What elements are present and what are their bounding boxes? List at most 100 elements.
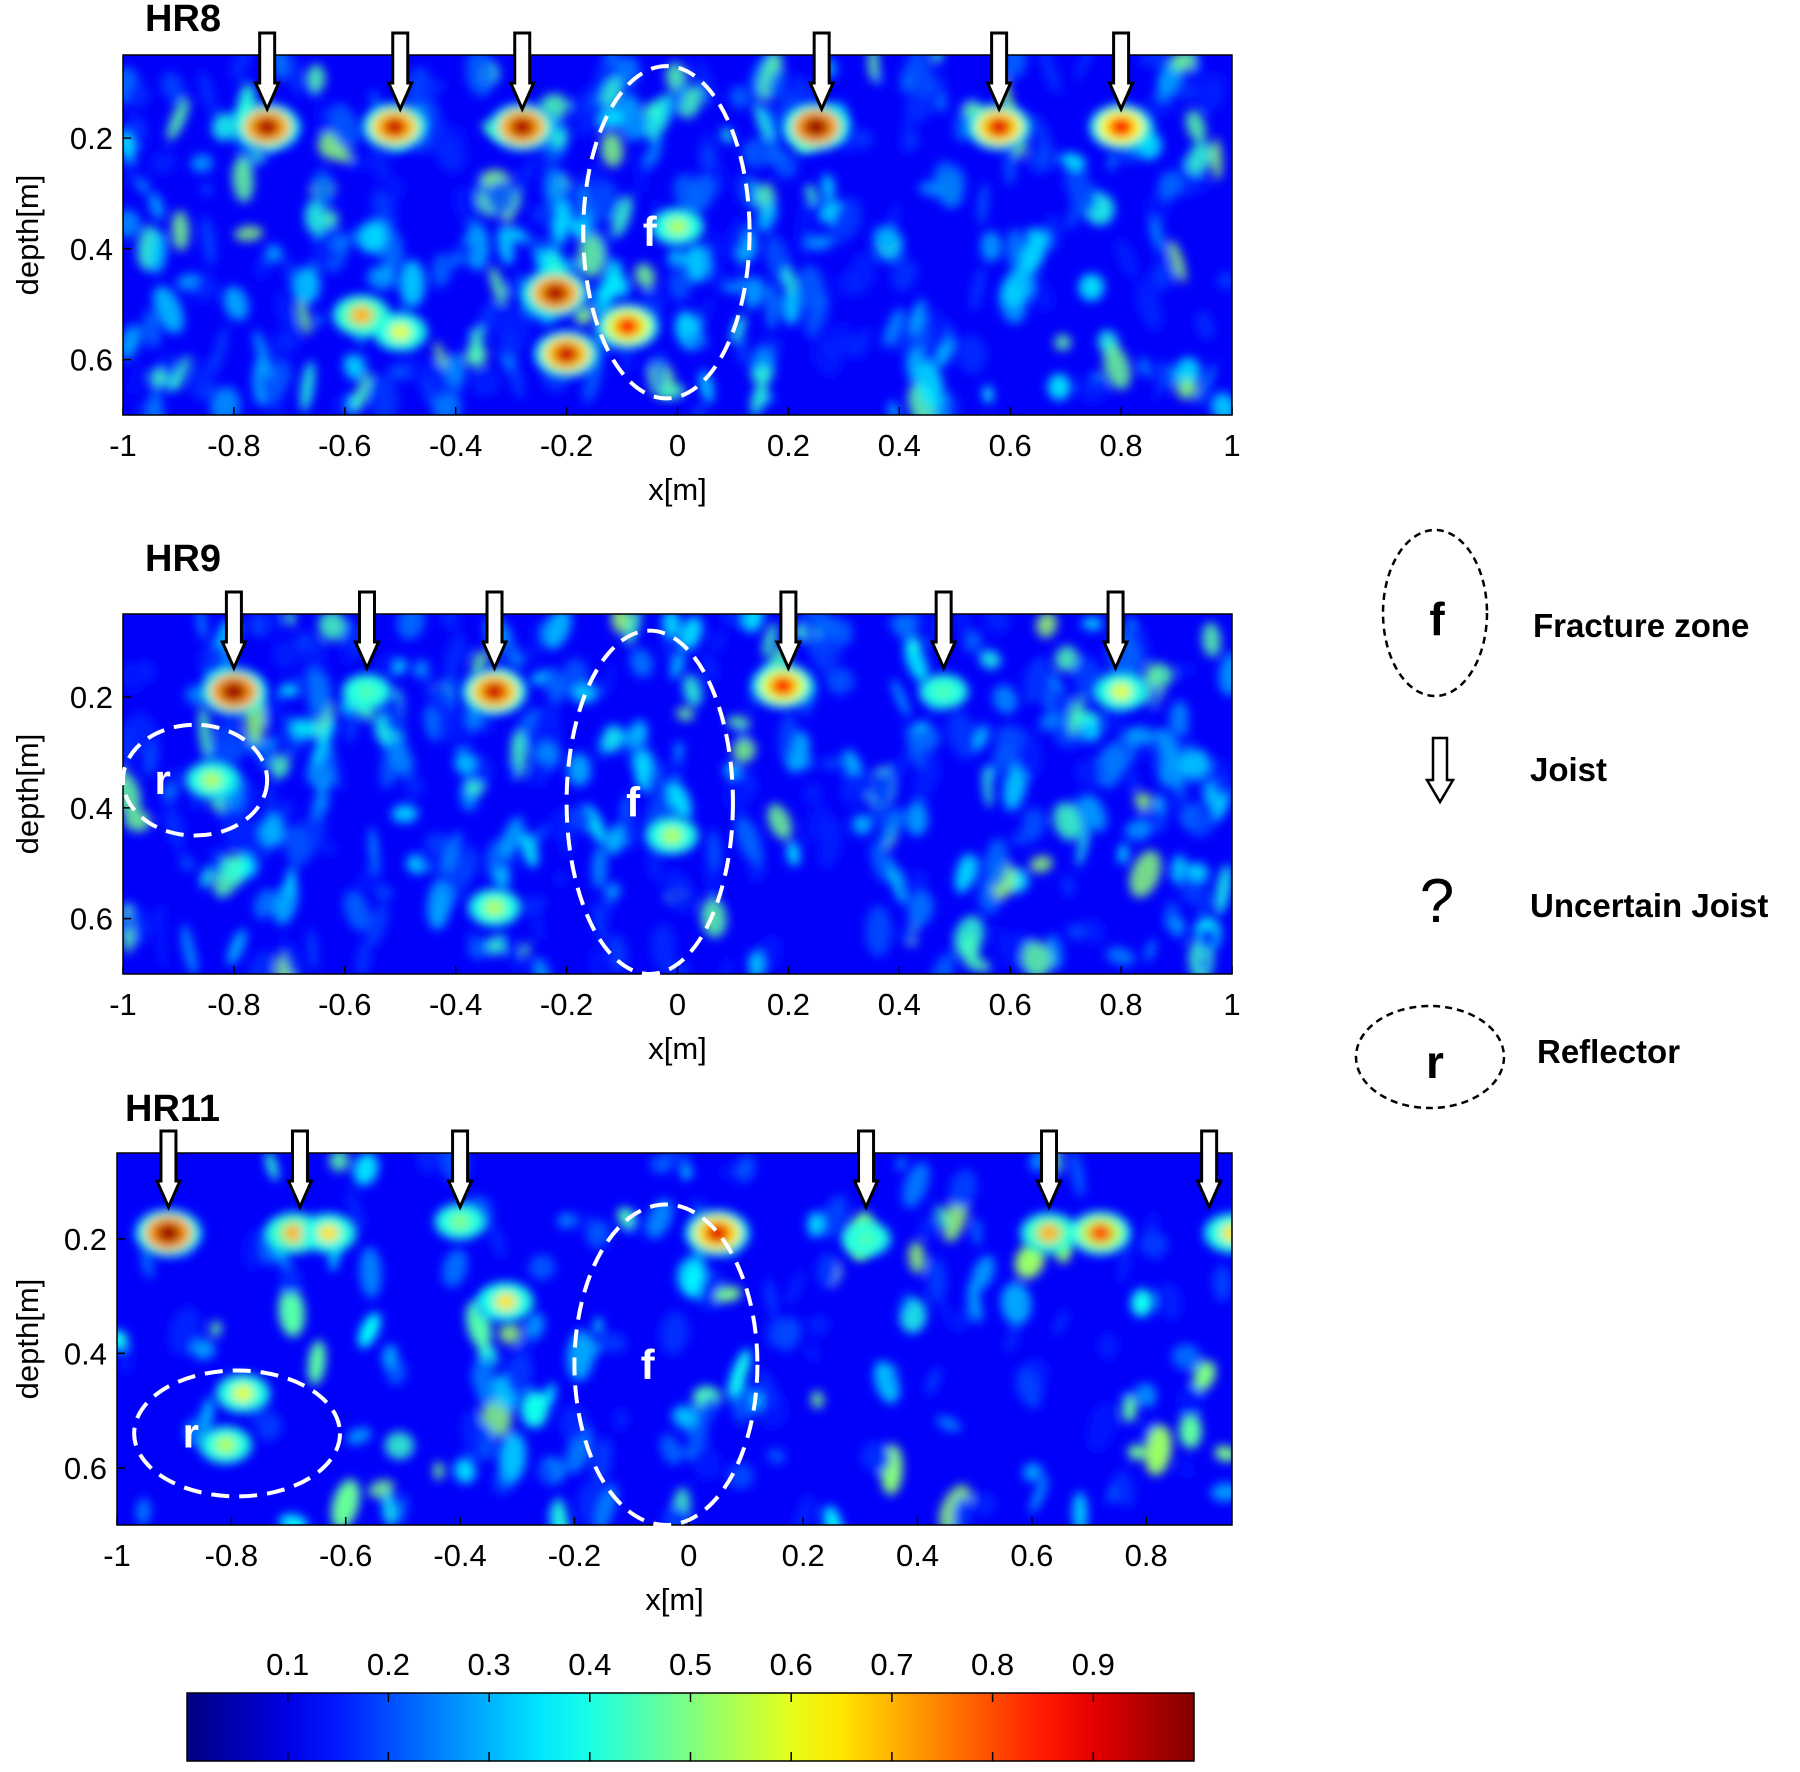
legend-label-joist: Joist: [1530, 751, 1608, 788]
heatmap-texture-blob: [707, 829, 722, 870]
heatmap-texture-blob: [136, 1498, 151, 1525]
heatmap-texture-blob: [1082, 917, 1104, 946]
heatmap-texture-blob: [480, 1353, 494, 1388]
heatmap-texture-blob: [971, 1255, 995, 1291]
heatmap-texture-blob: [660, 1311, 689, 1356]
heatmap-texture-blob: [645, 94, 672, 141]
y-tick-label: 0.6: [70, 343, 113, 378]
heatmap-texture-blob: [1218, 652, 1232, 696]
heatmap-texture-blob: [582, 357, 603, 404]
heatmap-texture-blob: [563, 186, 585, 224]
heatmap-texture-blob: [910, 60, 936, 98]
heatmap-texture-blob: [1185, 808, 1215, 838]
heatmap-texture-blob: [574, 306, 592, 325]
heatmap-texture-blob: [532, 957, 551, 974]
heatmap-texture-blob: [243, 1227, 267, 1271]
heatmap-texture-blob: [234, 226, 264, 241]
heatmap-texture-blob: [272, 638, 300, 670]
heatmap-texture-blob: [851, 129, 874, 150]
heatmap-texture-blob: [1173, 931, 1187, 944]
heatmap-texture-blob: [369, 826, 379, 873]
heatmap-texture-blob: [123, 130, 135, 162]
heatmap-texture-blob: [1078, 273, 1105, 301]
heatmap-texture-blob: [559, 1405, 589, 1442]
heatmap-texture-blob: [412, 660, 429, 679]
heatmap-texture-blob: [1124, 820, 1152, 841]
legend-label-uncertain-joist: Uncertain Joist: [1530, 887, 1769, 924]
hotspot-core: [220, 680, 247, 703]
legend: f? r: [1354, 528, 1506, 1110]
heatmap-texture-blob: [382, 1491, 397, 1525]
heatmap-texture-blob: [170, 354, 191, 393]
heatmap-texture-blob: [353, 1153, 379, 1186]
heatmap-texture-blob: [462, 646, 473, 659]
heatmap-texture-blob: [724, 214, 749, 260]
heatmap-texture-blob: [953, 1308, 970, 1333]
heatmap-texture-blob: [1180, 748, 1211, 778]
y-tick-label: 0.4: [64, 1336, 107, 1371]
heatmap-texture-blob: [1025, 227, 1050, 247]
heatmap-texture-blob: [198, 706, 211, 757]
heatmap-texture-blob: [291, 718, 319, 740]
heatmap-texture-blob: [891, 678, 910, 718]
heatmap-texture-blob: [399, 260, 426, 308]
heatmap-texture-blob: [736, 1155, 755, 1183]
heatmap-texture-blob: [807, 1211, 824, 1238]
legend-label-reflector: Reflector: [1537, 1033, 1681, 1070]
y-tick-label: 0.6: [70, 902, 113, 937]
heatmap-texture-blob: [547, 808, 577, 841]
heatmap-texture-blob: [139, 179, 148, 194]
heatmap-texture-blob: [322, 210, 339, 227]
heatmap-texture-blob: [190, 795, 202, 811]
heatmap-texture-blob: [343, 890, 371, 932]
heatmap-texture-blob: [1127, 1444, 1145, 1460]
heatmap-texture-blob: [940, 1298, 954, 1327]
heatmap-texture-blob: [486, 1219, 506, 1258]
heatmap-texture-blob: [847, 252, 876, 296]
heatmap-panel-hr11: -1 -0.8 -0.6 -0.4 -0.2 0 0.2 0.4 0.6 0.8 0.2 0.4 0.6…: [10, 1129, 1233, 1617]
heatmap-texture-blob: [425, 675, 450, 723]
heatmap-texture-blob: [180, 857, 195, 871]
heatmap-texture-blob: [288, 55, 301, 96]
heatmap-texture-blob: [569, 805, 594, 832]
heatmap-texture-blob: [1142, 1228, 1164, 1260]
heatmap-texture-blob: [982, 385, 994, 404]
heatmap-texture-blob: [1003, 145, 1017, 187]
heatmap-texture-blob: [1066, 923, 1086, 940]
heatmap-texture-blob: [699, 370, 714, 404]
heatmap-texture-blob: [647, 135, 662, 168]
heatmap-texture-blob: [985, 838, 1009, 888]
heatmap-texture-blob: [811, 1391, 824, 1409]
heatmap-texture-blob: [1204, 72, 1226, 105]
joist-arrow-icon: [353, 590, 381, 672]
heatmap-texture-blob: [1065, 168, 1097, 213]
heatmap-texture-blob: [462, 1408, 483, 1458]
heatmap-texture-blob: [318, 614, 347, 641]
x-tick-label: -0.6: [318, 428, 371, 463]
heatmap-texture-blob: [750, 378, 768, 415]
heatmap-texture-blob: [445, 352, 466, 386]
heatmap-texture-blob: [798, 264, 826, 314]
hotspot-core: [661, 827, 683, 844]
heatmap-texture-blob: [1113, 1470, 1135, 1508]
hotspot-core: [254, 116, 281, 138]
heatmap-texture-blob: [256, 1411, 282, 1441]
heatmap-texture-blob: [1173, 789, 1191, 818]
heatmap-texture-blob: [210, 1320, 222, 1337]
hotspot-core: [1110, 682, 1132, 701]
plot-frame: [116, 1152, 1233, 1526]
uncertain-joist-legend-icon: ?: [1420, 867, 1454, 936]
heatmap-texture-blob: [727, 1463, 755, 1489]
heatmap-texture-blob: [735, 256, 753, 290]
heatmap-texture-blob: [329, 1153, 350, 1172]
heatmap-texture-blob: [667, 781, 692, 820]
heatmap-texture-blob: [786, 1270, 805, 1306]
heatmap-texture-blob: [368, 374, 399, 415]
heatmap-texture-blob: [870, 840, 892, 882]
joist-arrow-icon: [286, 1129, 314, 1211]
x-tick-label: -0.4: [433, 1538, 486, 1573]
heatmap-texture-blob: [471, 649, 488, 676]
heatmap-texture-blob: [861, 1441, 891, 1473]
heatmap-texture-blob: [1038, 713, 1059, 732]
heatmap-texture-blob: [773, 1317, 802, 1351]
